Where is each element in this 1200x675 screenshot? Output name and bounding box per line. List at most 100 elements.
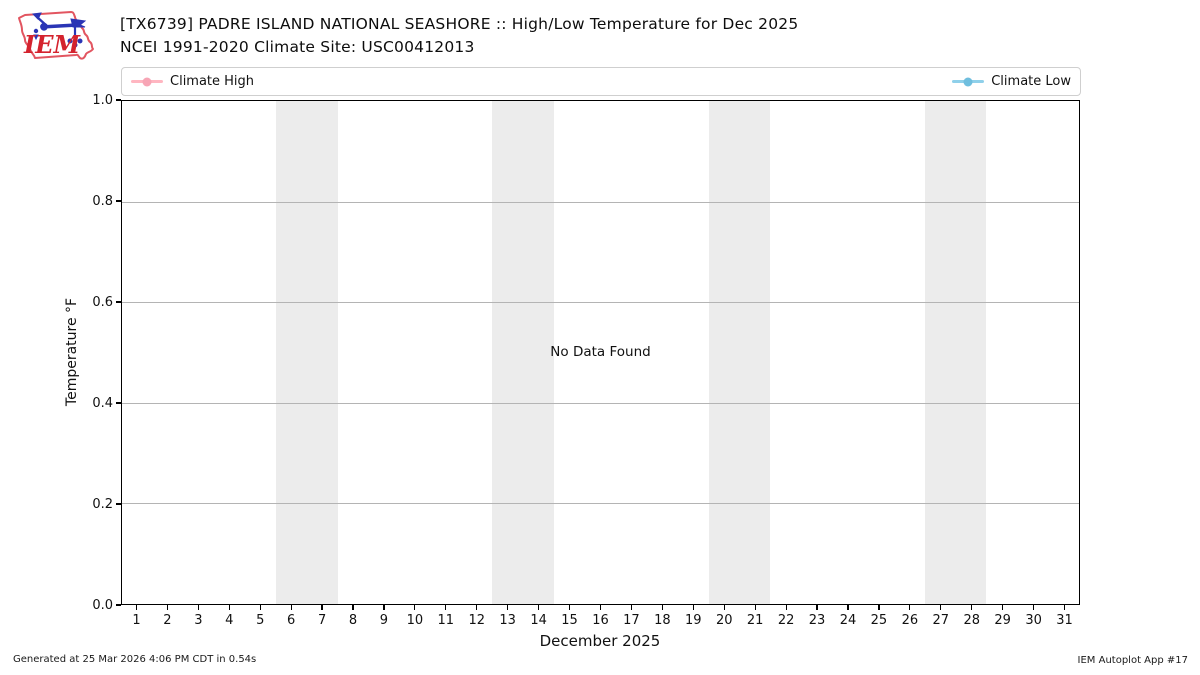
y-tick-mark xyxy=(116,402,121,404)
gridline xyxy=(122,302,1079,304)
legend: Climate High Climate Low xyxy=(121,67,1081,96)
x-tick-label: 18 xyxy=(654,613,671,628)
y-tick-mark xyxy=(116,99,121,101)
x-tick-mark xyxy=(816,605,818,610)
x-tick-label: 3 xyxy=(194,613,203,628)
chart-subtitle: NCEI 1991-2020 Climate Site: USC00412013 xyxy=(120,38,475,56)
x-tick-mark xyxy=(692,605,694,610)
iem-logo-text: IEM xyxy=(23,30,82,59)
no-data-message: No Data Found xyxy=(550,343,651,360)
x-axis-label: December 2025 xyxy=(539,632,661,650)
x-tick-mark xyxy=(321,605,323,610)
x-tick-mark xyxy=(630,605,633,610)
y-tick-mark xyxy=(116,503,121,505)
x-tick-label: 22 xyxy=(777,613,795,628)
x-tick-mark xyxy=(785,605,787,610)
x-tick-label: 1 xyxy=(132,613,141,628)
plot-area: No Data Found xyxy=(121,100,1080,605)
x-tick-mark xyxy=(197,605,199,610)
x-tick-label: 25 xyxy=(870,613,888,628)
x-tick-label: 23 xyxy=(808,613,826,628)
generated-timestamp: Generated at 25 Mar 2026 4:06 PM CDT in … xyxy=(13,654,257,665)
x-tick-mark xyxy=(166,605,168,610)
x-tick-mark xyxy=(599,605,602,610)
x-tick-mark xyxy=(1032,605,1035,610)
y-axis-label: Temperature °F xyxy=(64,297,80,407)
x-tick-mark xyxy=(1063,605,1066,610)
legend-item-climate-low: Climate Low xyxy=(952,74,1071,89)
x-tick-mark xyxy=(259,605,261,610)
y-tick-label: 1.0 xyxy=(92,92,113,108)
x-tick-label: 9 xyxy=(379,613,389,628)
x-tick-label: 13 xyxy=(499,613,516,628)
x-tick-mark xyxy=(754,605,756,610)
x-tick-mark xyxy=(383,605,385,610)
x-tick-label: 15 xyxy=(561,613,578,628)
x-tick-label: 19 xyxy=(685,613,702,628)
x-tick-label: 16 xyxy=(592,613,609,628)
x-tick-mark xyxy=(878,605,880,610)
y-tick-label: 0.2 xyxy=(92,496,113,512)
legend-label-climate-high: Climate High xyxy=(170,74,255,89)
x-tick-mark xyxy=(507,605,509,610)
legend-label-climate-low: Climate Low xyxy=(991,74,1071,89)
x-tick-label: 29 xyxy=(994,613,1011,628)
x-tick-mark xyxy=(228,605,230,610)
x-tick-label: 10 xyxy=(406,613,424,628)
app-credit: IEM Autoplot App #17 xyxy=(1077,655,1188,666)
x-tick-label: 4 xyxy=(225,613,234,628)
x-tick-label: 8 xyxy=(348,613,358,628)
title-block: [TX6739] PADRE ISLAND NATIONAL SEASHORE … xyxy=(120,13,798,59)
x-tick-label: 12 xyxy=(468,613,486,628)
gridline xyxy=(122,503,1079,505)
climate-high-marker-icon xyxy=(131,77,163,87)
x-tick-mark xyxy=(847,605,849,610)
y-tick-mark xyxy=(116,301,121,303)
x-tick-label: 31 xyxy=(1056,613,1073,628)
x-tick-label: 30 xyxy=(1025,613,1042,628)
x-tick-mark xyxy=(352,605,354,610)
x-tick-mark xyxy=(135,605,138,610)
x-tick-label: 2 xyxy=(163,613,172,628)
x-tick-mark xyxy=(290,605,292,610)
x-tick-mark xyxy=(568,605,571,610)
x-tick-label: 6 xyxy=(287,613,296,628)
x-tick-mark xyxy=(476,605,478,610)
x-tick-label: 14 xyxy=(530,613,547,628)
weekend-band xyxy=(924,101,987,604)
x-tick-mark xyxy=(1002,605,1004,610)
x-tick-mark xyxy=(414,605,416,610)
x-tick-mark xyxy=(661,605,663,610)
x-tick-label: 27 xyxy=(932,613,950,628)
gridline xyxy=(122,402,1079,404)
y-tick-label: 0.8 xyxy=(92,193,113,209)
legend-item-climate-high: Climate High xyxy=(131,74,254,89)
x-tick-mark xyxy=(723,605,725,610)
x-tick-label: 26 xyxy=(901,613,919,628)
x-tick-mark xyxy=(538,605,540,610)
gridline xyxy=(122,201,1079,203)
x-tick-label: 5 xyxy=(256,613,265,628)
iem-logo: IEM xyxy=(18,11,94,60)
x-tick-mark xyxy=(909,605,911,610)
weekend-band xyxy=(276,101,339,604)
x-tick-label: 24 xyxy=(839,613,857,628)
y-tick-mark xyxy=(116,200,121,202)
weather-vane-icon xyxy=(31,12,87,48)
x-tick-label: 28 xyxy=(963,613,980,628)
x-tick-label: 20 xyxy=(715,613,733,628)
weekend-band xyxy=(492,101,555,604)
y-tick-mark xyxy=(116,604,121,606)
x-tick-label: 17 xyxy=(623,613,640,628)
x-tick-mark xyxy=(940,605,942,610)
x-tick-label: 21 xyxy=(746,613,764,628)
x-tick-mark xyxy=(971,605,973,610)
y-tick-label: 0.6 xyxy=(92,294,113,310)
x-tick-mark xyxy=(445,605,447,610)
chart-title: [TX6739] PADRE ISLAND NATIONAL SEASHORE … xyxy=(120,15,799,33)
climate-low-marker-icon xyxy=(952,77,985,87)
y-tick-label: 0.4 xyxy=(92,395,113,411)
x-tick-label: 7 xyxy=(317,613,327,628)
y-tick-label: 0.0 xyxy=(92,597,113,613)
